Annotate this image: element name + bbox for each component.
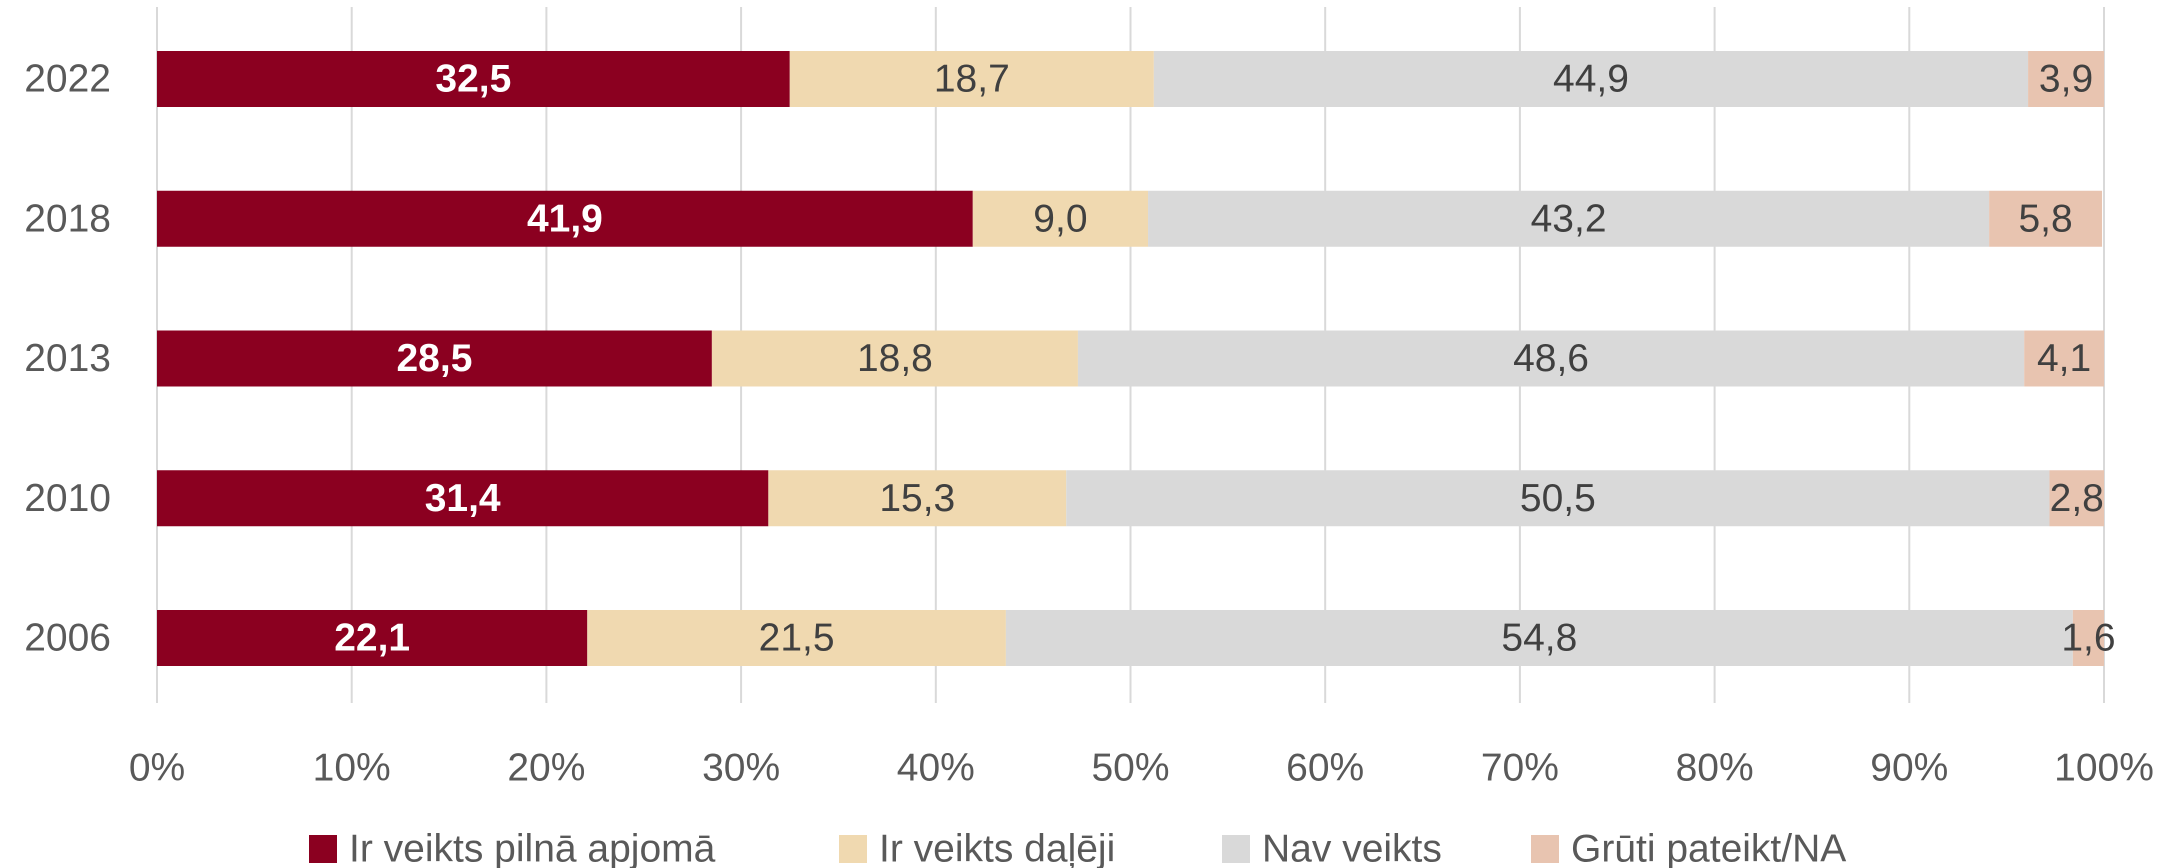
legend-swatch [1531,835,1559,863]
bar-segment [157,610,588,666]
y-tick-label: 2013 [24,337,111,380]
data-label: 22,1 [334,617,410,660]
data-label: 44,9 [1553,58,1629,101]
y-tick-label: 2022 [24,58,111,101]
bar-segment [1148,190,1990,247]
bar-segment [789,51,1154,107]
data-label: 31,4 [425,477,501,520]
data-label: 18,7 [934,58,1010,101]
data-label: 54,8 [1501,617,1577,660]
data-label: 2,8 [2050,477,2104,520]
bar-segment [1989,190,2103,247]
bar-segment [157,190,973,247]
x-tick-label: 60% [1286,747,1364,790]
data-label: 41,9 [527,197,603,240]
bar-segment [157,330,712,387]
bar-segment [2028,51,2104,107]
x-tick-label: 90% [1870,747,1948,790]
bar-segment [1005,610,2073,666]
bar-segment [972,190,1149,247]
x-tick-label: 100% [2054,747,2154,790]
data-label: 3,9 [2039,58,2093,101]
data-label: 1,6 [2061,617,2115,660]
data-label: 18,8 [857,337,933,380]
bar-segment [1066,470,2050,527]
x-tick-label: 50% [1091,747,1169,790]
data-label: 48,6 [1513,337,1589,380]
data-label: 50,5 [1520,477,1596,520]
y-tick-label: 2006 [24,617,111,660]
y-tick-label: 2010 [24,477,111,520]
bar-segment [2072,610,2104,666]
bar-segment [2049,470,2104,527]
x-tick-label: 30% [702,747,780,790]
x-tick-label: 20% [507,747,585,790]
data-label: 9,0 [1033,197,1087,240]
data-label: 21,5 [759,617,835,660]
data-label: 5,8 [2018,197,2072,240]
x-tick-label: 10% [313,747,391,790]
legend-label: Grūti pateikt/NA [1571,828,1846,868]
legend-label: Ir veikts daļēji [879,828,1115,868]
legend-swatch [309,835,337,863]
bar-segment [2024,330,2104,387]
bar-segment [768,470,1067,527]
legend-swatch [839,835,867,863]
bar-segment [1153,51,2029,107]
data-label: 43,2 [1531,197,1607,240]
x-tick-label: 40% [897,747,975,790]
x-tick-label: 80% [1676,747,1754,790]
legend-label: Nav veikts [1262,828,1442,868]
data-label: 15,3 [879,477,955,520]
data-label: 32,5 [435,58,511,101]
bar-segment [1077,330,2025,387]
x-tick-label: 70% [1481,747,1559,790]
bar-segment [157,470,769,527]
bar-segment [711,330,1078,387]
bar-segment [157,51,790,107]
legend-label: Ir veikts pilnā apjomā [349,828,716,868]
data-label: 4,1 [2037,337,2091,380]
y-tick-label: 2018 [24,197,111,240]
bar-segment [587,610,1006,666]
x-tick-label: 0% [129,747,185,790]
data-label: 28,5 [396,337,472,380]
legend-swatch [1222,835,1250,863]
